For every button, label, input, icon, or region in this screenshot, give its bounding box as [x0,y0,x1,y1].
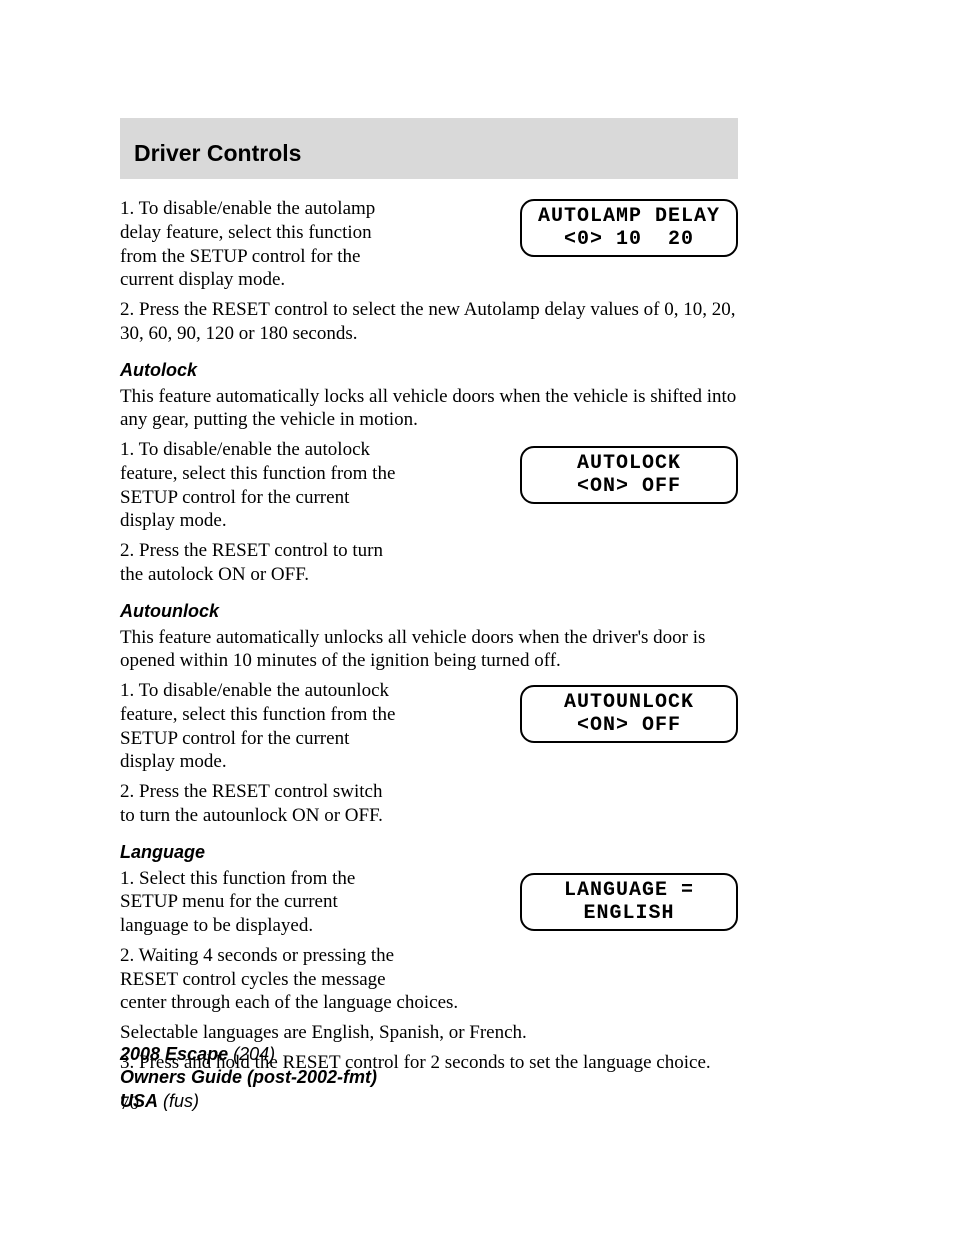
autounlock-section: Autounlock This feature automatically un… [120,601,840,828]
subheading: Autolock [120,360,840,381]
footer-region: USA [120,1091,158,1111]
body-paragraph: 1. To disable/enable the autolock featur… [120,438,400,533]
section-header-bar: Driver Controls [120,118,738,179]
section-title: Driver Controls [134,140,724,167]
subheading: Autounlock [120,601,840,622]
body-paragraph: 2. Press the RESET control switch to tur… [120,780,400,828]
language-display: LANGUAGE = ENGLISH [520,873,738,931]
autolamp-display: AUTOLAMP DELAY <0> 10 20 [520,199,738,257]
display-line: <ON> OFF [577,714,681,737]
body-paragraph: 1. Select this function from the SETUP m… [120,867,400,938]
footer-model: 2008 Escape [120,1044,228,1064]
footer-region-code: (fus) [158,1091,199,1111]
body-paragraph: 1. To disable/enable the autounlock feat… [120,679,400,774]
footer-block: 2008 Escape (204) Owners Guide (post-200… [120,1043,377,1113]
autounlock-display: AUTOUNLOCK <ON> OFF [520,685,738,743]
display-line: <ON> OFF [577,475,681,498]
autolock-section: Autolock This feature automatically lock… [120,360,840,587]
page-content: Driver Controls AUTOLAMP DELAY <0> 10 20… [120,118,840,1115]
footer-line: Owners Guide (post-2002-fmt) [120,1066,377,1089]
body-paragraph: This feature automatically locks all veh… [120,385,738,433]
body-paragraph: 2. Waiting 4 seconds or pressing the RES… [120,944,738,1015]
body-paragraph: 2. Press the RESET control to turn the a… [120,539,400,587]
display-line: ENGLISH [583,902,674,925]
footer-code: (204) [228,1044,275,1064]
autolamp-section: AUTOLAMP DELAY <0> 10 20 1. To disable/e… [120,197,840,346]
footer-line: USA (fus) [120,1090,377,1113]
body-paragraph: 1. To disable/enable the autolamp delay … [120,197,395,292]
body-paragraph: Selectable languages are English, Spanis… [120,1021,738,1045]
autolock-display: AUTOLOCK <ON> OFF [520,446,738,504]
display-line: AUTOLOCK [577,452,681,475]
language-section: Language LANGUAGE = ENGLISH 1. Select th… [120,842,840,1075]
body-paragraph: 2. Press the RESET control to select the… [120,298,738,346]
display-line: AUTOUNLOCK [564,691,694,714]
display-line: <0> 10 20 [564,228,694,251]
body-paragraph: This feature automatically unlocks all v… [120,626,738,674]
footer-line: 2008 Escape (204) [120,1043,377,1066]
display-line: LANGUAGE = [564,879,694,902]
display-line: AUTOLAMP DELAY [538,205,720,228]
subheading: Language [120,842,840,863]
